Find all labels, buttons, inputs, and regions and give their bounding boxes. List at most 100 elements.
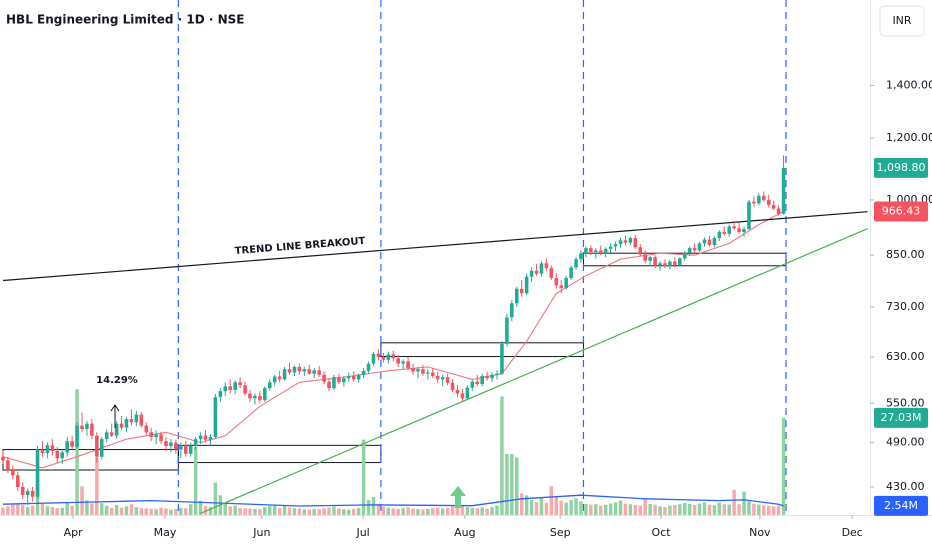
x-tick-label: Jul	[355, 526, 369, 539]
candle-body	[628, 238, 633, 243]
volume-bar	[594, 504, 598, 515]
candle-body	[381, 357, 386, 360]
candle-body	[277, 376, 282, 380]
candle-body	[16, 475, 20, 487]
candle-body	[712, 238, 717, 245]
candle-body	[697, 243, 702, 251]
volume-bar	[396, 508, 400, 515]
candle-body	[65, 441, 69, 453]
candle-body	[337, 377, 341, 383]
candle-body	[776, 208, 781, 214]
volume-bar	[648, 503, 652, 515]
candle-body	[11, 470, 15, 476]
candle-body	[603, 248, 608, 254]
candle-body	[470, 381, 475, 388]
candle-body	[109, 432, 114, 436]
volume-bar	[416, 509, 420, 515]
volume-bar	[179, 507, 183, 515]
volume-bar	[361, 439, 366, 515]
volume-bar	[332, 506, 336, 515]
y-tick-label: 1,200.00	[886, 131, 932, 144]
volume-bar	[391, 508, 395, 515]
event-marker[interactable]	[450, 486, 466, 508]
candle-body	[623, 240, 628, 243]
candle-body	[30, 490, 35, 497]
x-tick-label: Nov	[749, 526, 771, 539]
candle-body	[351, 375, 356, 380]
candle-body	[510, 303, 514, 318]
volume-bar	[401, 508, 405, 515]
volume-bar	[114, 504, 119, 515]
volume-bar	[421, 509, 425, 515]
currency-label[interactable]: INR	[892, 14, 911, 27]
y-tick-label: 630.00	[886, 350, 925, 363]
candle-body	[302, 369, 307, 372]
volume-bar	[500, 396, 504, 515]
candle-body	[559, 285, 564, 288]
volume-bar	[11, 504, 15, 515]
candle-body	[771, 205, 776, 209]
candle-body	[445, 377, 450, 383]
candle-body	[692, 248, 697, 251]
candle-body	[179, 445, 183, 450]
candle-body	[25, 490, 30, 495]
volume-bar	[766, 506, 771, 515]
candle-body	[356, 374, 361, 380]
candle-body	[781, 167, 786, 214]
candle-body	[475, 381, 480, 385]
volume-bar	[238, 507, 242, 515]
volume-bar	[628, 504, 633, 515]
candle-body	[594, 250, 598, 253]
chart-title: HBL Engineering Limited · 1D · NSE	[6, 13, 244, 27]
candle-body	[421, 369, 425, 374]
volume-bar	[139, 508, 144, 515]
volume-bar	[85, 500, 89, 515]
volume-bar	[1, 507, 5, 515]
volume-ma-label: 2.54M	[884, 499, 918, 512]
volume-bar	[683, 502, 687, 515]
x-tick-label: Aug	[454, 526, 475, 539]
volume-bar	[613, 502, 618, 515]
candle-body	[104, 432, 109, 440]
volume-bar	[529, 499, 534, 515]
candle-body	[55, 450, 60, 459]
currency-button[interactable]	[879, 5, 925, 37]
candle-body	[663, 263, 667, 267]
candle-body	[534, 270, 539, 274]
candle-body	[80, 425, 84, 429]
candle-body	[139, 414, 144, 426]
volume-bar	[253, 508, 257, 515]
volume-bar	[258, 509, 262, 515]
volume-bar	[347, 509, 351, 515]
candle-body	[75, 425, 79, 447]
candle-body	[297, 366, 302, 372]
volume-bar	[742, 491, 746, 515]
candle-body	[391, 354, 396, 359]
candle-body	[460, 393, 465, 399]
candle-body	[198, 435, 203, 440]
volume-bar	[203, 506, 208, 515]
volume-bar	[687, 503, 692, 515]
y-tick-label: 430.00	[886, 480, 925, 493]
volume-bar	[406, 507, 410, 515]
candle-body	[732, 226, 736, 229]
candle-body	[366, 363, 371, 371]
candle-body	[45, 445, 50, 454]
volume-bar	[50, 507, 55, 515]
volume-bar	[144, 508, 148, 515]
candle-body	[554, 277, 559, 286]
candle-body	[386, 354, 391, 360]
volume-bar	[16, 503, 20, 515]
volume-bar	[55, 508, 60, 515]
candle-body	[440, 377, 445, 380]
volume-bar	[435, 507, 440, 515]
candle-body	[267, 382, 272, 389]
volume-bar	[100, 503, 104, 515]
candle-body	[519, 288, 524, 294]
moving-average-tag	[874, 201, 928, 222]
volume-bar	[243, 508, 247, 515]
volume-bar	[589, 504, 593, 515]
volume-bar	[440, 508, 445, 515]
